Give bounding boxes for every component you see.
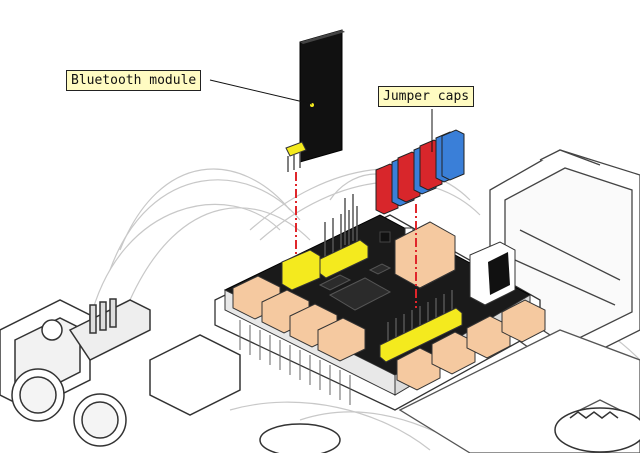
jumper-caps: [375, 129, 465, 215]
callout-leaders: [209, 79, 433, 152]
bluetooth-module-label: Bluetooth module: [66, 70, 202, 91]
control-board: [214, 194, 546, 411]
assembly-guide-lines: [295, 172, 417, 308]
pin-headers-left: [281, 194, 369, 291]
bluetooth-module: [285, 29, 345, 172]
pin-headers-right: [379, 290, 463, 363]
ultrasonic-sensor: [0, 298, 241, 447]
jumper-caps-label: Jumper caps: [378, 86, 475, 107]
wheel-gear: [259, 407, 640, 453]
